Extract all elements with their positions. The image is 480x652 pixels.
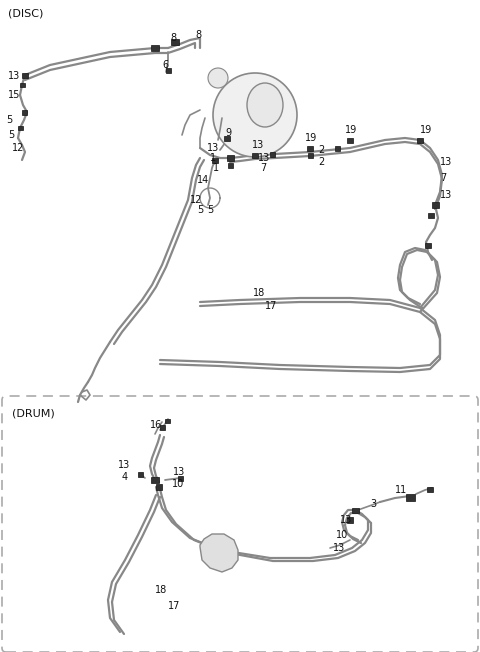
Text: 7: 7	[440, 173, 446, 183]
Bar	[227, 155, 233, 161]
Bar	[171, 39, 179, 45]
Bar	[137, 471, 143, 477]
Text: 2: 2	[318, 145, 324, 155]
Bar	[151, 477, 159, 483]
Text: 13: 13	[252, 140, 264, 150]
Text: 5: 5	[207, 205, 213, 215]
Ellipse shape	[247, 83, 283, 127]
Text: (DISC): (DISC)	[8, 8, 43, 18]
FancyBboxPatch shape	[2, 396, 478, 652]
Bar	[335, 145, 339, 151]
Text: 6: 6	[162, 60, 168, 70]
Polygon shape	[200, 534, 238, 572]
Text: 5: 5	[197, 205, 203, 215]
Text: 13: 13	[207, 143, 219, 153]
Text: 12: 12	[12, 143, 24, 153]
Text: 8: 8	[195, 30, 201, 40]
Text: 10: 10	[336, 530, 348, 540]
Bar	[228, 162, 232, 168]
Text: 1: 1	[210, 153, 216, 163]
Bar	[22, 110, 26, 115]
Text: 9: 9	[225, 128, 231, 138]
Bar	[224, 136, 230, 140]
Text: 19: 19	[305, 133, 317, 143]
Text: 11: 11	[395, 485, 407, 495]
Bar	[156, 484, 162, 490]
Text: 5: 5	[8, 130, 14, 140]
Circle shape	[213, 73, 297, 157]
Bar	[406, 494, 415, 501]
Text: 16: 16	[150, 420, 162, 430]
Text: 13: 13	[258, 153, 270, 163]
Text: (DRUM): (DRUM)	[12, 408, 55, 418]
Text: 13: 13	[340, 515, 352, 525]
Text: 10: 10	[172, 479, 184, 489]
Text: 4: 4	[122, 472, 128, 482]
Bar	[347, 517, 353, 523]
Bar	[159, 424, 165, 430]
Text: 7: 7	[260, 163, 266, 173]
Bar	[417, 138, 423, 143]
Bar	[178, 475, 182, 481]
Text: 12: 12	[190, 195, 203, 205]
Text: 17: 17	[168, 601, 180, 611]
Text: 17: 17	[265, 301, 277, 311]
Bar	[17, 126, 23, 130]
Bar	[20, 83, 24, 87]
Text: 2: 2	[318, 157, 324, 167]
Bar	[347, 138, 353, 143]
Bar	[165, 419, 169, 423]
Circle shape	[208, 68, 228, 88]
Bar	[351, 507, 359, 512]
Text: 13: 13	[8, 71, 20, 81]
Bar	[151, 45, 159, 51]
Text: 13: 13	[440, 157, 452, 167]
Text: 19: 19	[420, 125, 432, 135]
Bar	[307, 145, 313, 151]
Text: 5: 5	[6, 115, 12, 125]
Text: 19: 19	[345, 125, 357, 135]
Bar	[166, 68, 170, 72]
Text: 13: 13	[440, 190, 452, 200]
Bar	[425, 243, 431, 248]
Text: 3: 3	[370, 499, 376, 509]
Bar	[427, 486, 433, 492]
Text: 14: 14	[197, 175, 209, 185]
Bar	[269, 151, 275, 156]
Bar	[22, 72, 28, 78]
Bar	[212, 158, 218, 162]
Text: 13: 13	[173, 467, 185, 477]
Text: 18: 18	[155, 585, 167, 595]
Bar	[308, 153, 312, 158]
Bar	[252, 153, 258, 158]
Text: 13: 13	[333, 543, 345, 553]
Text: 15: 15	[8, 90, 20, 100]
Text: 13: 13	[118, 460, 130, 470]
Text: 1: 1	[213, 163, 219, 173]
Text: 8: 8	[170, 33, 176, 43]
Text: 18: 18	[253, 288, 265, 298]
Bar	[428, 213, 434, 218]
Bar	[432, 202, 439, 208]
